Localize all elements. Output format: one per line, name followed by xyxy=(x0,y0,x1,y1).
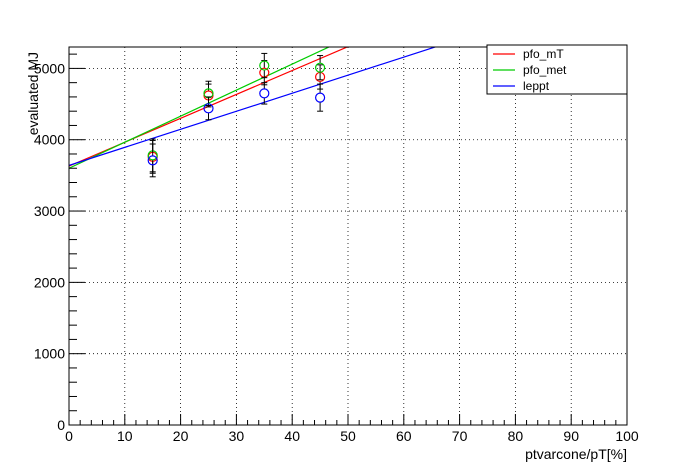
data-point-pfo_met xyxy=(315,62,326,73)
x-tick-label: 80 xyxy=(508,428,524,444)
x-tick-label: 60 xyxy=(396,428,412,444)
x-axis-label: ptvarcone/pT[%] xyxy=(525,446,627,462)
data-points xyxy=(147,52,326,178)
data-point-leppt xyxy=(147,155,158,166)
x-tick-label: 0 xyxy=(65,428,73,444)
x-tick-label: 90 xyxy=(563,428,579,444)
x-tick-label: 100 xyxy=(615,428,639,444)
y-tick-label: 3000 xyxy=(34,203,65,219)
fit-line-leppt xyxy=(69,47,438,166)
x-tick-label: 70 xyxy=(452,428,468,444)
y-tick-label: 0 xyxy=(57,417,65,433)
y-tick-label: 2000 xyxy=(34,274,65,290)
x-tick-label: 20 xyxy=(173,428,189,444)
y-tick-label: 1000 xyxy=(34,346,65,362)
fit-lines xyxy=(69,47,438,169)
legend-label-pfo_mT: pfo_mT xyxy=(523,47,564,61)
x-tick-label: 50 xyxy=(340,428,356,444)
x-tick-label: 40 xyxy=(284,428,300,444)
y-axis-label: evaluated MJ xyxy=(25,52,41,135)
fit-line-pfo_mT xyxy=(69,47,349,167)
fit-line-pfo_met xyxy=(69,47,331,169)
legend-label-pfo_met: pfo_met xyxy=(523,63,567,77)
y-tick-label: 4000 xyxy=(34,132,65,148)
data-point-leppt xyxy=(203,103,214,114)
y-tick-label: 5000 xyxy=(34,60,65,76)
x-tick-label: 10 xyxy=(117,428,133,444)
axis-ticks: 0 10 20 30 40 50 60 70 80 90 100010002000300040005… xyxy=(34,53,639,444)
legend-label-leppt: leppt xyxy=(523,79,550,93)
x-tick-label: 30 xyxy=(229,428,245,444)
data-point-pfo_met xyxy=(259,60,270,71)
data-point-leppt xyxy=(315,92,326,103)
data-point-leppt xyxy=(259,88,270,99)
